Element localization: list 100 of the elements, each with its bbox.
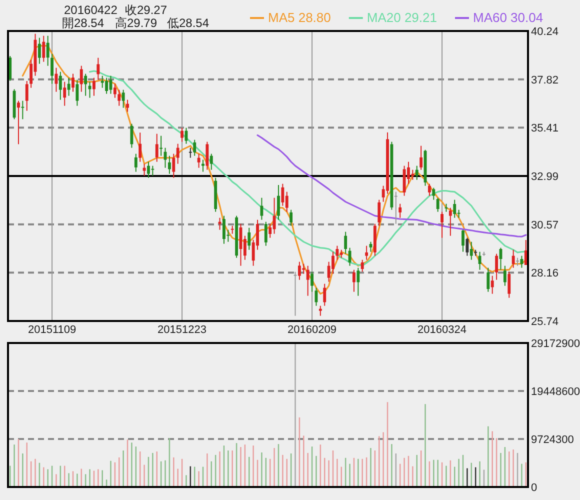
y-tick-label: 29172900 bbox=[531, 338, 580, 350]
candlestick bbox=[67, 77, 70, 96]
candlestick bbox=[197, 153, 200, 168]
candlestick bbox=[352, 269, 356, 292]
legend-label: MA60 30.04 bbox=[472, 10, 544, 25]
candlestick bbox=[495, 253, 498, 280]
candlestick bbox=[176, 143, 180, 164]
candlestick bbox=[58, 71, 62, 100]
candlestick bbox=[160, 135, 163, 156]
candlestick bbox=[272, 197, 276, 234]
candlestick bbox=[318, 305, 322, 316]
candlestick bbox=[206, 141, 209, 170]
candlestick bbox=[193, 139, 196, 156]
candlestick bbox=[411, 169, 414, 180]
candlestick bbox=[290, 209, 293, 226]
candlestick bbox=[72, 73, 74, 92]
candlestick bbox=[470, 241, 473, 260]
x-tick-label: 20151109 bbox=[28, 324, 76, 336]
candlestick bbox=[277, 184, 280, 220]
candlestick bbox=[92, 77, 96, 96]
candlestick bbox=[486, 267, 490, 292]
candlestick bbox=[202, 159, 204, 172]
text: 開28.54 bbox=[62, 16, 104, 30]
candlestick bbox=[17, 100, 20, 145]
candlestick bbox=[155, 133, 158, 162]
candlestick bbox=[402, 165, 406, 196]
line-series bbox=[256, 134, 527, 238]
candlestick bbox=[25, 80, 28, 112]
candlestick bbox=[113, 83, 116, 98]
candlestick bbox=[332, 251, 334, 274]
candlestick bbox=[440, 211, 444, 238]
y-tick-label: 32.99 bbox=[531, 171, 559, 183]
x-tick-label: 20151223 bbox=[158, 324, 207, 336]
candlestick bbox=[490, 275, 494, 294]
legend-label: MA20 29.21 bbox=[366, 10, 437, 25]
text: 20160422 bbox=[64, 3, 118, 17]
candlestick bbox=[100, 75, 104, 88]
candlestick bbox=[151, 165, 154, 176]
candlestick bbox=[168, 155, 171, 174]
candlestick bbox=[306, 265, 310, 296]
candlestick bbox=[436, 197, 440, 212]
candlestick bbox=[76, 79, 79, 106]
candlestick bbox=[96, 57, 100, 80]
candlestick bbox=[46, 35, 50, 66]
candlestick bbox=[134, 153, 138, 172]
y-tick-label: 0 bbox=[531, 482, 538, 494]
x-tick-label: 20160324 bbox=[418, 324, 467, 336]
candlestick bbox=[466, 237, 469, 256]
candlestick bbox=[336, 245, 339, 260]
candlestick bbox=[180, 127, 184, 142]
candlestick bbox=[415, 165, 418, 180]
candlestick bbox=[130, 123, 134, 148]
y-tick-label: 40.24 bbox=[531, 26, 559, 38]
candlestick bbox=[420, 145, 423, 170]
candlestick bbox=[21, 100, 24, 120]
candlestick bbox=[398, 203, 402, 218]
y-tick-label: 28.16 bbox=[531, 268, 559, 280]
candlestick bbox=[344, 231, 348, 254]
candlestick bbox=[394, 191, 398, 224]
text: 收29.27 bbox=[125, 3, 168, 17]
y-tick-label: 9724300 bbox=[531, 434, 574, 446]
y-tick-label: 37.82 bbox=[531, 74, 559, 86]
candlestick bbox=[520, 255, 524, 268]
candlestick bbox=[50, 53, 54, 84]
candlestick bbox=[138, 132, 142, 162]
candlestick bbox=[222, 215, 226, 244]
y-tick-label: 25.74 bbox=[531, 316, 559, 328]
candlestick bbox=[285, 191, 288, 212]
candlestick bbox=[462, 229, 464, 252]
candlestick bbox=[80, 65, 83, 92]
candlestick bbox=[248, 227, 251, 250]
candlestick bbox=[453, 199, 456, 218]
legend-label: MA5 28.80 bbox=[268, 10, 331, 25]
candlestick bbox=[210, 153, 213, 170]
candlestick bbox=[118, 89, 121, 106]
candlestick bbox=[172, 153, 176, 178]
candlestick bbox=[105, 77, 108, 94]
candlestick bbox=[188, 147, 192, 158]
candlestick bbox=[323, 283, 326, 306]
candlestick bbox=[448, 207, 452, 236]
candlestick bbox=[38, 37, 41, 64]
candlestick bbox=[302, 263, 306, 274]
candlestick bbox=[298, 261, 301, 280]
candlestick bbox=[63, 81, 66, 106]
candlestick bbox=[264, 221, 268, 246]
y-tick-label: 30.57 bbox=[531, 219, 559, 232]
candlestick bbox=[360, 259, 364, 272]
candlestick bbox=[365, 245, 368, 260]
candlestick bbox=[432, 187, 436, 200]
candlestick bbox=[147, 161, 150, 178]
candlestick bbox=[260, 197, 264, 220]
y-tick-label: 35.41 bbox=[531, 122, 559, 135]
candlestick bbox=[310, 271, 314, 292]
candlestick bbox=[503, 265, 506, 286]
candlestick bbox=[356, 267, 360, 296]
candlestick bbox=[378, 199, 381, 226]
candlestick bbox=[126, 99, 129, 112]
candlestick bbox=[84, 73, 88, 96]
candlestick bbox=[508, 271, 511, 298]
y-tick-label: 19448600 bbox=[531, 386, 580, 398]
